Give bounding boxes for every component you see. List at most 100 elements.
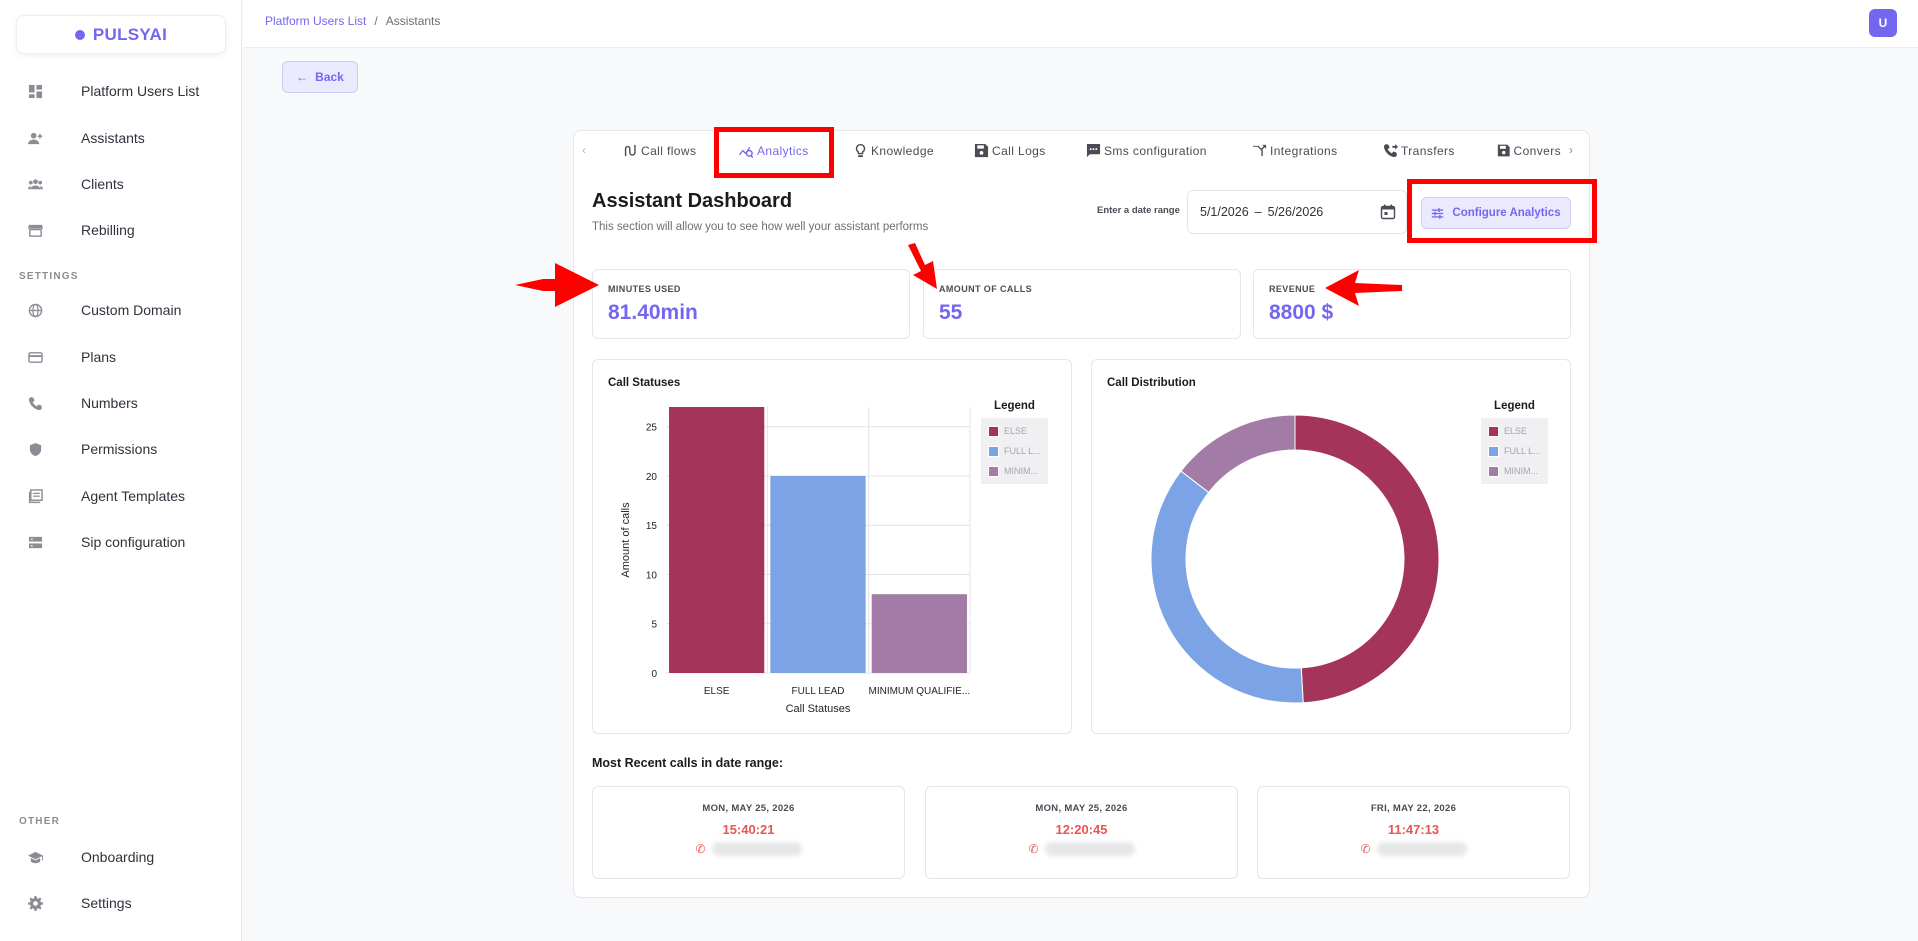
tab-conversations[interactable]: Convers — [1497, 143, 1561, 158]
stat-label: MINUTES USED — [608, 284, 681, 294]
legend-label: MINIM... — [1004, 466, 1038, 476]
date-end[interactable]: 5/26/2026 — [1267, 205, 1324, 219]
analytics-icon — [739, 146, 754, 158]
legend-item-else[interactable]: ELSE — [1488, 421, 1541, 441]
bar-legend: Legend ELSE FULL L... MINIM... — [981, 400, 1048, 484]
sidebar-item-rebilling[interactable]: Rebilling — [16, 213, 226, 247]
donut-chart — [1150, 414, 1440, 704]
slice-minimum-qualified[interactable] — [1180, 414, 1296, 494]
sidebar-item-platform-users-list[interactable]: Platform Users List — [16, 74, 226, 108]
app-name: PULSYAI — [92, 24, 168, 44]
bar-minimum-qualifie[interactable] — [871, 594, 967, 673]
shield-icon — [28, 442, 58, 457]
annotation-box-analytics — [714, 127, 834, 178]
logo-dot — [74, 29, 85, 40]
back-label: Back — [315, 70, 344, 84]
sidebar-item-label: Permissions — [81, 441, 158, 457]
app-logo[interactable]: PULSYAI — [16, 15, 226, 54]
legend-box: ELSE FULL L... MINIM... — [1481, 418, 1548, 484]
sidebar-item-custom-domain[interactable]: Custom Domain — [16, 293, 226, 327]
configure-analytics-button[interactable]: Configure Analytics — [1421, 197, 1571, 229]
sidebar-item-sip-configuration[interactable]: Sip configuration — [16, 525, 226, 559]
call-statuses-card: Call Statuses 0 5 10 15 20 25 ELSE FULL LEAD MI… — [592, 359, 1072, 734]
y-tick-label: 0 — [651, 669, 657, 680]
call-time: 11:47:13 — [1387, 822, 1440, 837]
recent-call-card[interactable]: FRI, MAY 22, 2026 11:47:13 ✆ — [1257, 786, 1570, 879]
legend-box: ELSE FULL L... MINIM... — [981, 418, 1048, 484]
tab-bar: ‹ Call flows Analytics Knowledge Call Lo… — [573, 131, 1590, 171]
legend-title: Legend — [994, 400, 1035, 412]
y-tick-label: 20 — [646, 472, 658, 483]
stat-card-amount-of-calls: AMOUNT OF CALLS 55 — [923, 269, 1241, 339]
sidebar-item-assistants[interactable]: Assistants — [16, 121, 226, 155]
sidebar-item-onboarding[interactable]: Onboarding — [16, 840, 226, 874]
slice-else[interactable] — [1294, 414, 1440, 704]
legend-label: MINIM... — [1504, 466, 1538, 476]
sidebar-item-label: Platform Users List — [81, 83, 200, 99]
tab-scroll-left-icon[interactable]: ‹ — [582, 143, 587, 157]
x-tick-label: FULL LEAD — [792, 686, 845, 697]
date-range-label: Enter a date range — [1097, 205, 1180, 216]
tab-call-logs[interactable]: Call Logs — [974, 143, 1046, 158]
breadcrumb-assistants: Assistants — [385, 14, 441, 28]
annotation-box-configure — [1407, 179, 1597, 243]
library-icon — [28, 488, 58, 504]
calendar-icon[interactable] — [1380, 204, 1396, 220]
bar-else[interactable] — [669, 407, 765, 673]
legend-label: ELSE — [1004, 426, 1028, 436]
tab-sms-configuration[interactable]: Sms configuration — [1086, 143, 1207, 158]
phone-icon: ✆ — [695, 842, 706, 856]
annotation-arrow-minutes — [515, 263, 599, 307]
legend-item-else[interactable]: ELSE — [988, 421, 1041, 441]
date-start[interactable]: 5/1/2026 — [1200, 205, 1249, 219]
tab-integrations[interactable]: Integrations — [1252, 143, 1338, 158]
sidebar-item-label: Settings — [81, 895, 132, 911]
phone-icon: ✆ — [1360, 842, 1371, 856]
storefront-icon — [28, 223, 58, 238]
annotation-arrow-calls — [908, 243, 937, 289]
back-button[interactable]: ← Back — [282, 61, 358, 93]
phone-icon — [28, 396, 58, 411]
tune-icon — [1432, 207, 1444, 219]
redacted-number — [1376, 842, 1467, 856]
legend-item-minimum[interactable]: MINIM... — [1488, 461, 1541, 481]
sidebar-item-numbers[interactable]: Numbers — [16, 386, 226, 420]
bar-full-lead[interactable] — [770, 475, 866, 673]
legend-swatch — [1488, 465, 1499, 477]
sidebar-item-plans[interactable]: Plans — [16, 340, 226, 374]
tab-transfers[interactable]: Transfers — [1383, 143, 1455, 158]
tab-knowledge[interactable]: Knowledge — [853, 143, 934, 158]
lightbulb-icon — [855, 143, 866, 158]
date-separator: – — [1254, 205, 1262, 219]
legend-item-full-lead[interactable]: FULL L... — [988, 441, 1041, 461]
tab-scroll-right-icon[interactable]: › — [1569, 143, 1574, 157]
stat-value: 81.40min — [608, 301, 698, 324]
legend-item-full-lead[interactable]: FULL L... — [1488, 441, 1541, 461]
tab-label: Call Logs — [992, 143, 1046, 158]
breadcrumb-platform-users-list[interactable]: Platform Users List — [265, 14, 367, 28]
breadcrumb-separator: / — [374, 14, 378, 28]
sidebar-item-label: Onboarding — [81, 849, 155, 865]
group-icon — [28, 177, 58, 192]
date-range-picker[interactable]: 5/1/2026 – 5/26/2026 — [1187, 190, 1407, 234]
sidebar-item-permissions[interactable]: Permissions — [16, 432, 226, 466]
y-tick-label: 15 — [646, 521, 658, 532]
sidebar-item-agent-templates[interactable]: Agent Templates — [16, 479, 226, 513]
sidebar-item-clients[interactable]: Clients — [16, 167, 226, 201]
sidebar-item-settings[interactable]: Settings — [16, 886, 226, 920]
slice-full-lead[interactable] — [1150, 470, 1304, 704]
stat-value: 55 — [939, 301, 963, 324]
recent-call-card[interactable]: MON, MAY 25, 2026 12:20:45 ✆ — [925, 786, 1238, 879]
recent-call-card[interactable]: MON, MAY 25, 2026 15:40:21 ✆ — [592, 786, 905, 879]
annotation-arrow-revenue — [1325, 270, 1402, 306]
donut-legend: Legend ELSE FULL L... MINIM... — [1481, 400, 1548, 484]
sidebar-item-label: Numbers — [81, 395, 138, 411]
tab-label: Call flows — [641, 143, 697, 158]
dashboard-icon — [28, 84, 58, 99]
person-add-icon — [28, 131, 58, 146]
legend-title: Legend — [1494, 400, 1535, 412]
legend-item-minimum[interactable]: MINIM... — [988, 461, 1041, 481]
tab-call-flows[interactable]: Call flows — [623, 143, 696, 158]
avatar[interactable]: U — [1869, 9, 1897, 37]
tab-analytics[interactable]: Analytics — [739, 143, 809, 158]
